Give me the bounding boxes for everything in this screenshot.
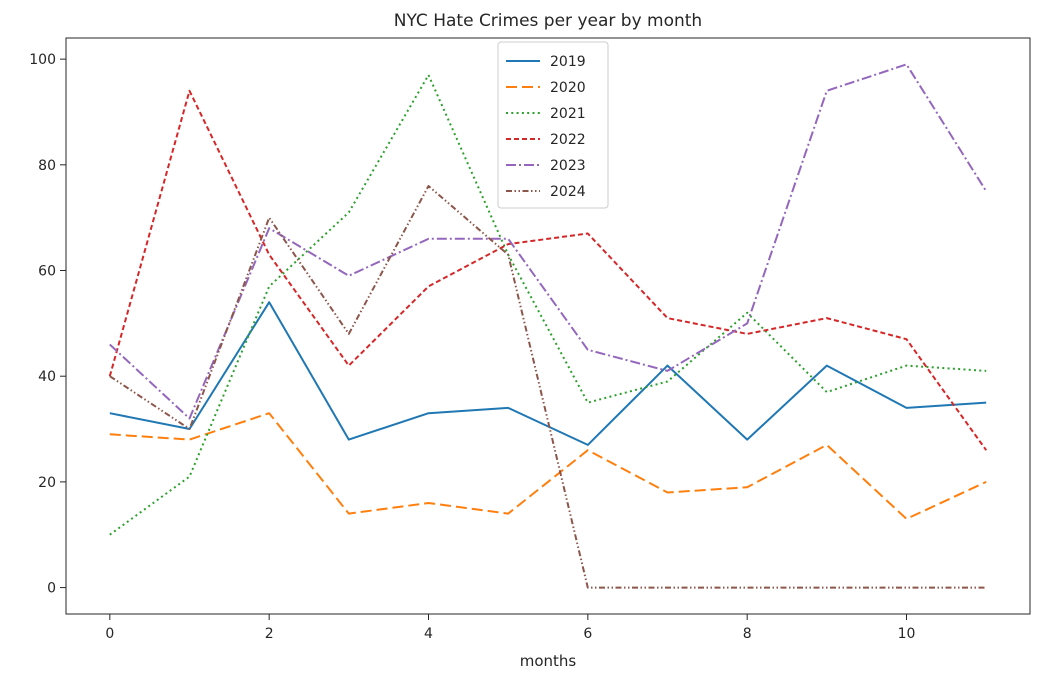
series-line-2024	[109, 185, 987, 589]
legend-box	[497, 41, 609, 209]
legend-label-2023: 2023	[550, 158, 586, 174]
x-tick-label: 2	[265, 626, 274, 642]
x-tick-label: 10	[898, 626, 916, 642]
y-tick-label: 40	[38, 369, 56, 385]
x-tick-label: 6	[583, 626, 592, 642]
series-line-2022	[108, 89, 988, 451]
x-tick-label: 8	[743, 626, 752, 642]
chart-title: NYC Hate Crimes per year by month	[394, 11, 702, 31]
series-line-2020	[109, 412, 987, 520]
series-line-2021	[109, 74, 987, 536]
y-tick-label: 0	[47, 581, 56, 597]
legend-label-2022: 2022	[550, 132, 586, 148]
y-tick-label: 100	[29, 52, 56, 68]
y-tick-label: 80	[38, 158, 56, 174]
series-line-2023	[109, 63, 988, 420]
legend-label-2021: 2021	[550, 106, 586, 122]
x-axis-title: months	[520, 652, 577, 670]
legend-label-2020: 2020	[550, 80, 586, 96]
series-line-2019	[109, 301, 987, 446]
legend-label-2019: 2019	[550, 54, 586, 70]
plot-area-frame	[65, 37, 1031, 615]
legend: 2019 2020 2021 2022 2023 2024	[497, 41, 609, 209]
x-tick-label: 4	[424, 626, 433, 642]
y-tick-label: 20	[38, 475, 56, 491]
legend-label-2024: 2024	[550, 184, 586, 200]
y-tick-label: 60	[38, 264, 56, 280]
series-lines	[108, 63, 988, 589]
x-tick-label: 0	[105, 626, 114, 642]
